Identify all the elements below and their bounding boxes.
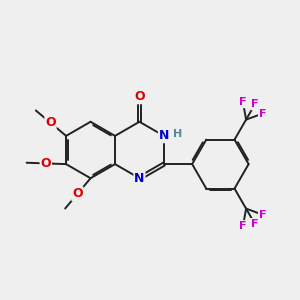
Text: F: F xyxy=(239,98,247,107)
Text: O: O xyxy=(45,116,56,129)
Text: N: N xyxy=(134,172,145,185)
Text: O: O xyxy=(40,157,51,170)
Text: N: N xyxy=(159,129,169,142)
Text: F: F xyxy=(259,109,266,118)
Text: O: O xyxy=(134,90,145,104)
Text: F: F xyxy=(239,221,247,231)
Text: F: F xyxy=(251,100,259,110)
Text: F: F xyxy=(259,210,266,220)
Text: F: F xyxy=(251,219,259,229)
Text: H: H xyxy=(173,129,182,140)
Text: O: O xyxy=(72,187,83,200)
